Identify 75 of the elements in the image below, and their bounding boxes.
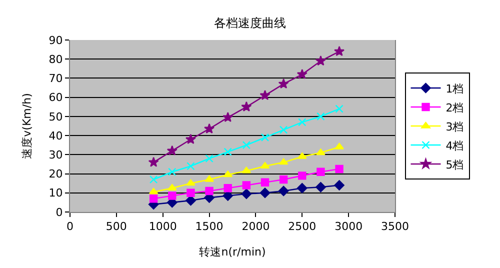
point [298,152,307,159]
y-tick-label: 50 [48,110,63,124]
point [186,162,195,170]
point [316,112,325,121]
x-tick-label: 0 [66,220,74,234]
point [222,112,234,122]
point [205,154,214,163]
point [204,175,214,182]
point [260,90,270,100]
point [316,148,326,156]
chart-title: 各档速度曲线 [214,16,286,30]
point [222,190,234,201]
legend-label: 4档 [446,139,464,152]
point [205,186,214,196]
legend-label: 3档 [446,120,464,134]
point [242,181,251,190]
point [260,133,270,142]
point [149,175,158,184]
y-tick-label: 30 [48,148,63,162]
point [335,104,344,113]
point [224,148,232,156]
point [296,182,308,194]
point [278,158,288,165]
legend-label: 1档 [446,82,464,96]
point [315,56,326,66]
y-tick-label: 40 [48,129,63,142]
point [185,134,196,144]
point [298,172,306,180]
point [260,188,270,198]
x-tick-label: 1000 [148,220,177,234]
x-tick-label: 2500 [288,220,316,234]
point [204,123,215,134]
y-tick-label: 10 [48,186,63,200]
point [242,141,251,150]
x-tick-label: 500 [106,220,127,234]
point [279,175,288,184]
point [260,178,270,186]
point [278,186,289,196]
point [186,179,196,186]
x-tick-label: 2000 [242,220,270,234]
point [148,188,158,194]
point [298,118,306,126]
point [223,170,232,178]
point [242,166,252,174]
x-axis-title: 转速n(r/min) [199,245,266,258]
point [279,126,288,134]
point [334,180,344,190]
point [316,168,325,176]
point [168,192,176,200]
point [241,101,252,112]
point [335,164,344,174]
point [166,145,178,156]
point [241,188,252,199]
point [296,68,308,79]
y-tick-label: 80 [48,52,63,66]
x-tick-label: 3500 [381,220,409,234]
point [334,46,345,56]
legend-label: 2档 [446,101,464,114]
x-tick-label: 3000 [334,220,363,234]
y-tick-label: 20 [48,168,63,181]
point [224,184,232,192]
x-tick-label: 1500 [195,220,224,234]
y-tick-label: 60 [48,91,63,104]
point [148,156,159,167]
y-axis-title: 速度v(Km/h) [20,93,34,159]
point [334,142,344,150]
point [149,194,158,203]
point [186,188,195,197]
point [316,182,326,192]
y-tick-label: 70 [48,72,63,86]
y-tick-label: 90 [48,34,63,47]
point [168,168,176,176]
legend-label: 5档 [446,158,464,172]
point [278,78,289,89]
y-tick-label: 0 [56,206,63,219]
